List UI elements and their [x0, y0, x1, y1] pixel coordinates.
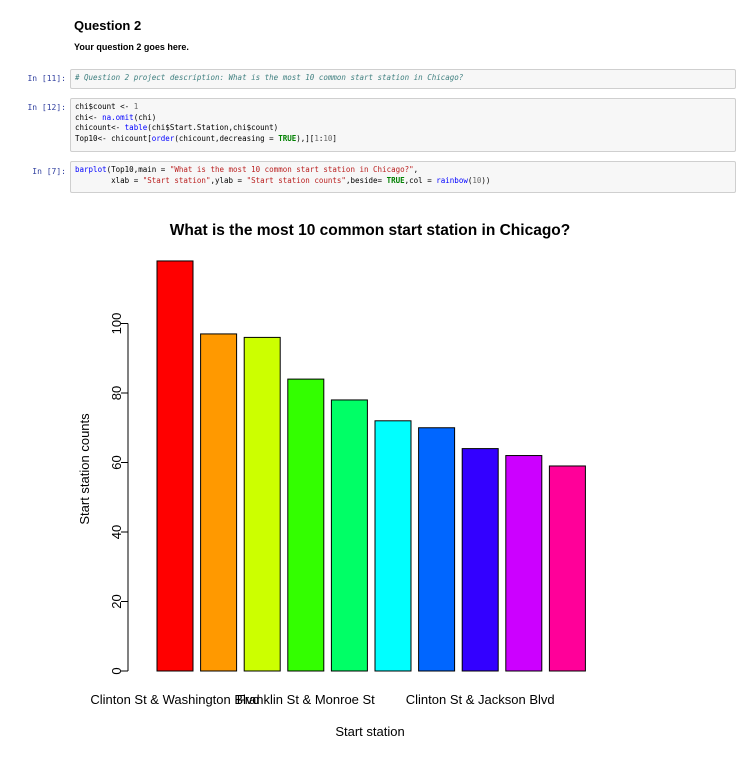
code-token: 1	[133, 102, 139, 111]
markdown-text: Your question 2 goes here.	[74, 42, 189, 52]
bar	[287, 378, 325, 672]
x-axis-label: Start station	[335, 724, 404, 739]
code-token: Top10<- chicount[	[75, 133, 152, 143]
code-token: TRUE	[386, 175, 405, 185]
bar	[548, 465, 586, 672]
code-line: chicount<- table(chi$Start.Station,chi$c…	[75, 123, 731, 134]
code-token: ,beside=	[345, 175, 387, 185]
bar	[243, 336, 281, 672]
cell-prompt-7: In [7]:	[32, 167, 66, 176]
code-token: "What is the most 10 common start statio…	[169, 165, 414, 174]
y-axis-label: Start station counts	[77, 413, 92, 525]
cell-prompt-12: In [12]:	[27, 103, 66, 112]
code-token: ,col =	[404, 175, 437, 185]
code-token: rainbow	[436, 175, 468, 185]
x-category-label: Clinton St & Washington Blvd	[90, 692, 259, 707]
bar	[200, 333, 238, 672]
bar	[418, 427, 456, 672]
code-cell-7[interactable]: barplot(Top10,main = "What is the most 1…	[70, 161, 736, 193]
code-token: (	[467, 175, 473, 185]
code-token: "Start station"	[142, 175, 211, 185]
code-token: ),][	[296, 133, 315, 143]
code-token: order	[151, 133, 175, 143]
code-token: # Question 2 project description: What i…	[75, 73, 464, 82]
x-category-label: Clinton St & Jackson Blvd	[406, 692, 555, 707]
code-token: :	[318, 133, 324, 143]
code-token: chi<-	[75, 112, 103, 122]
code-token: (chicount,decreasing =	[174, 133, 279, 143]
y-tick-label: 0	[109, 667, 124, 674]
code-token: ]	[332, 133, 337, 143]
y-tick-label: 80	[109, 386, 124, 400]
code-token: barplot	[75, 165, 107, 174]
bar	[505, 455, 543, 672]
x-category-label: Franklin St & Monroe St	[237, 692, 375, 707]
bar	[374, 420, 412, 672]
code-token: "Start station counts"	[246, 175, 346, 185]
code-token: ,ylab =	[210, 175, 247, 185]
code-cell-11[interactable]: # Question 2 project description: What i…	[70, 69, 736, 89]
bar	[461, 448, 499, 672]
code-line: barplot(Top10,main = "What is the most 1…	[75, 165, 731, 176]
y-tick-label: 100	[109, 313, 124, 335]
code-token: 10	[472, 175, 482, 185]
cell-prompt-11: In [11]:	[27, 74, 66, 83]
code-line: # Question 2 project description: What i…	[75, 73, 731, 84]
code-token: chicount<-	[75, 123, 125, 132]
code-token: (chi)	[133, 112, 157, 122]
code-token: TRUE	[278, 133, 297, 143]
code-token: na.omit	[102, 112, 134, 122]
code-token: 1	[314, 133, 319, 143]
code-token: ,	[413, 165, 419, 174]
y-tick-label: 60	[109, 455, 124, 469]
code-token: chi$count <-	[75, 102, 134, 111]
code-line: chi$count <- 1	[75, 102, 731, 113]
code-token: (chi$Start.Station,chi$count)	[147, 123, 279, 132]
code-line: chi<- na.omit(chi)	[75, 113, 731, 124]
code-token: ))	[481, 175, 491, 185]
chart-title: What is the most 10 common start station…	[170, 222, 570, 239]
code-line: Top10<- chicount[order(chicount,decreasi…	[75, 134, 731, 145]
code-token: xlab =	[75, 175, 143, 185]
y-tick-label: 20	[109, 594, 124, 608]
code-line: xlab = "Start station",ylab = "Start sta…	[75, 176, 731, 187]
markdown-heading: Question 2	[74, 18, 142, 33]
bar	[330, 399, 368, 672]
code-token: (Top10,main =	[106, 165, 170, 174]
y-tick-label: 40	[109, 525, 124, 539]
code-token: 10	[323, 133, 333, 143]
code-token: table	[124, 123, 148, 132]
code-cell-12[interactable]: chi$count <- 1 chi<- na.omit(chi) chicount…	[70, 98, 736, 152]
bar	[156, 260, 194, 672]
